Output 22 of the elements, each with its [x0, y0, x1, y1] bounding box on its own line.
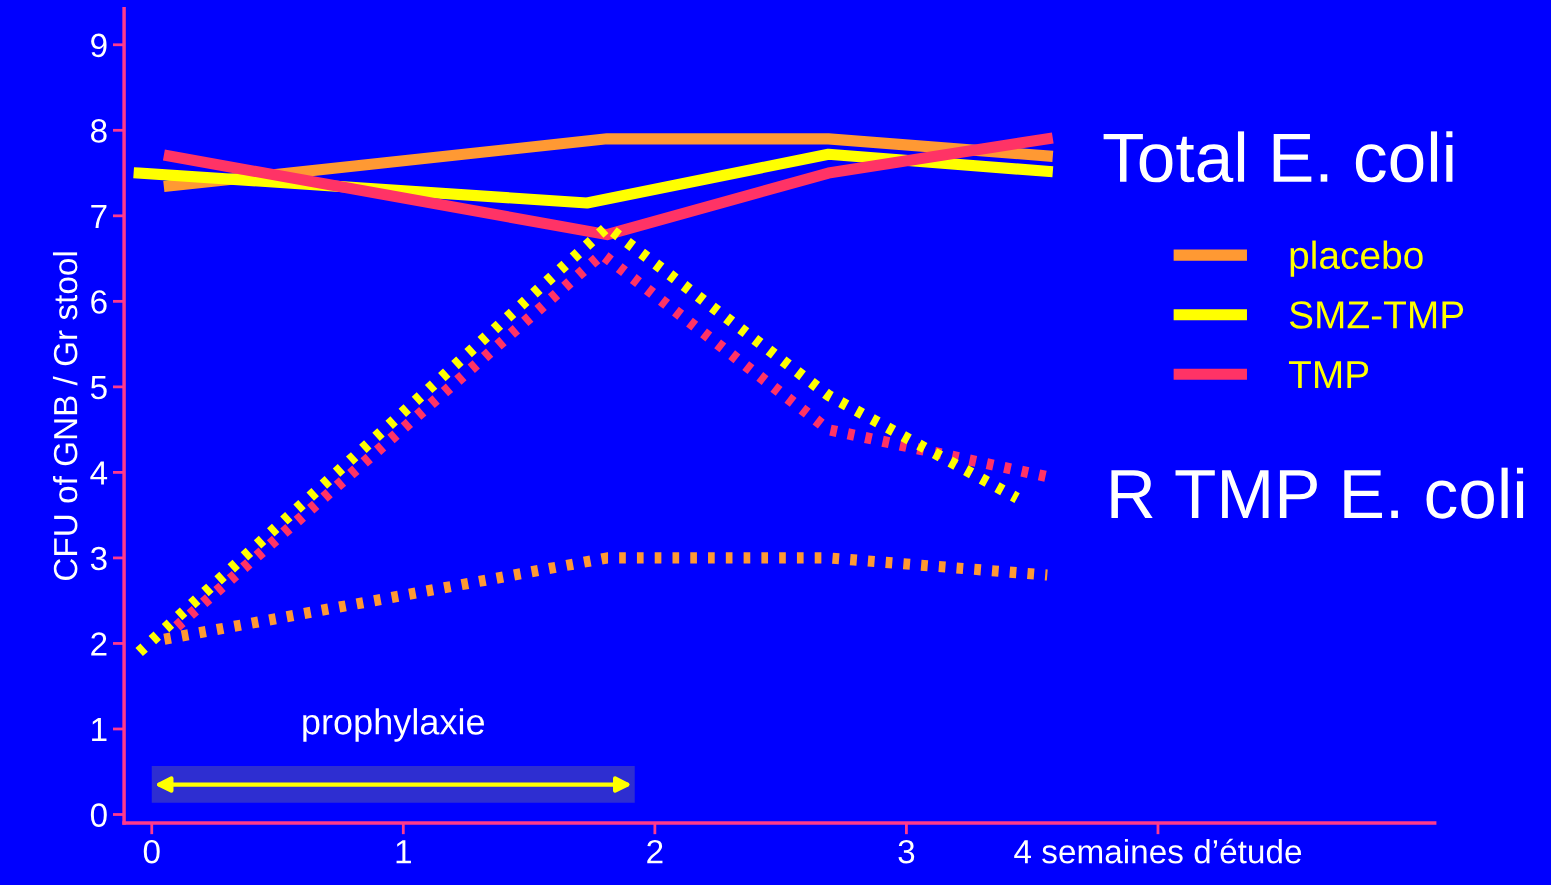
- y-tick-label: 4: [90, 461, 108, 485]
- annotation: R TMP E. coli: [1111, 467, 1524, 519]
- y-tick-label: 1: [92, 718, 107, 742]
- y-tick-label: 5: [90, 376, 107, 400]
- y-tick-label: 7: [91, 204, 107, 228]
- x-tick-label: 2: [647, 839, 663, 864]
- legend-label: SMZ-TMP: [1289, 301, 1464, 329]
- legend-label: placebo: [1290, 240, 1423, 277]
- y-tick-label: 9: [91, 33, 107, 58]
- y-tick-label: 3: [90, 546, 107, 571]
- y-tick-label: 6: [91, 290, 107, 314]
- x-tick-label: 0: [143, 839, 160, 864]
- x-tick-label: 1: [396, 840, 411, 864]
- legend-label: TMP: [1288, 361, 1369, 388]
- x-tick-label: 4 semaines d’étude: [1014, 838, 1302, 864]
- annotation: Total E. coli: [1103, 131, 1453, 183]
- y-tick-label: 0: [90, 803, 107, 827]
- y-axis-title: CFU of GNB / Gr stool: [52, 252, 78, 581]
- y-tick-label: 8: [91, 119, 107, 143]
- x-tick-label: 3: [898, 839, 915, 864]
- y-tick-label: 2: [91, 632, 107, 656]
- band-label: prophylaxie: [303, 708, 484, 742]
